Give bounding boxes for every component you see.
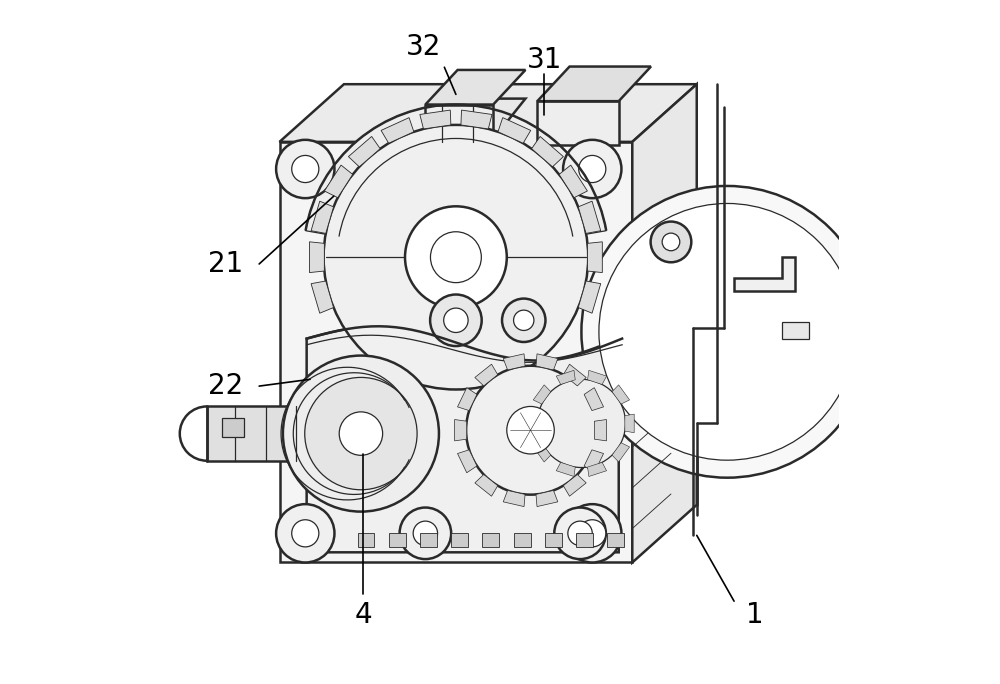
Circle shape	[507, 406, 554, 454]
Polygon shape	[584, 388, 604, 410]
Polygon shape	[222, 419, 244, 437]
Text: 32: 32	[406, 33, 442, 61]
Polygon shape	[207, 406, 361, 461]
Circle shape	[581, 186, 873, 477]
Text: 22: 22	[208, 372, 243, 400]
Polygon shape	[280, 142, 632, 562]
Polygon shape	[503, 354, 525, 370]
Polygon shape	[348, 137, 380, 167]
Polygon shape	[425, 105, 493, 142]
Polygon shape	[578, 281, 601, 313]
Circle shape	[554, 508, 606, 559]
Circle shape	[292, 155, 319, 183]
Circle shape	[283, 356, 439, 512]
Circle shape	[651, 222, 691, 262]
Circle shape	[339, 412, 383, 456]
Polygon shape	[420, 534, 437, 547]
Circle shape	[400, 508, 451, 559]
Polygon shape	[458, 450, 477, 473]
Circle shape	[599, 203, 856, 460]
Polygon shape	[612, 385, 630, 404]
Polygon shape	[537, 101, 619, 145]
Circle shape	[405, 207, 507, 308]
Circle shape	[430, 295, 482, 346]
Circle shape	[444, 308, 468, 332]
Text: 1: 1	[746, 601, 763, 629]
Polygon shape	[161, 3, 839, 681]
Polygon shape	[475, 475, 498, 496]
Circle shape	[579, 520, 606, 547]
Polygon shape	[475, 364, 498, 386]
Polygon shape	[588, 370, 607, 384]
Polygon shape	[536, 490, 558, 507]
Circle shape	[502, 299, 545, 342]
Circle shape	[466, 366, 595, 495]
Circle shape	[563, 504, 621, 562]
Polygon shape	[529, 414, 538, 433]
Polygon shape	[381, 118, 414, 143]
Polygon shape	[420, 110, 451, 129]
Polygon shape	[563, 475, 586, 496]
Circle shape	[430, 232, 481, 282]
Polygon shape	[587, 242, 602, 273]
Polygon shape	[594, 419, 606, 441]
Circle shape	[568, 521, 592, 546]
Polygon shape	[482, 534, 499, 547]
Circle shape	[413, 521, 438, 546]
Polygon shape	[324, 165, 353, 198]
Polygon shape	[782, 321, 809, 339]
Circle shape	[276, 504, 334, 562]
Polygon shape	[625, 414, 634, 433]
Polygon shape	[311, 201, 334, 233]
Polygon shape	[559, 165, 587, 198]
Circle shape	[662, 233, 680, 251]
Polygon shape	[607, 534, 624, 547]
Polygon shape	[358, 534, 374, 547]
Polygon shape	[451, 534, 468, 547]
Polygon shape	[309, 242, 324, 273]
Polygon shape	[584, 450, 604, 473]
Polygon shape	[389, 534, 406, 547]
Circle shape	[579, 155, 606, 183]
Polygon shape	[578, 201, 601, 233]
Polygon shape	[532, 137, 563, 167]
Polygon shape	[612, 443, 630, 462]
Polygon shape	[280, 84, 697, 142]
Polygon shape	[576, 534, 593, 547]
Polygon shape	[461, 110, 492, 129]
Polygon shape	[306, 105, 606, 237]
Polygon shape	[537, 66, 651, 101]
Polygon shape	[545, 534, 562, 547]
Text: 31: 31	[526, 47, 562, 75]
Polygon shape	[533, 443, 551, 462]
Polygon shape	[425, 70, 525, 105]
Polygon shape	[458, 388, 477, 410]
Polygon shape	[588, 462, 607, 477]
Polygon shape	[734, 257, 795, 291]
Circle shape	[324, 125, 588, 389]
Polygon shape	[533, 385, 551, 404]
Circle shape	[514, 310, 534, 330]
Polygon shape	[311, 281, 334, 313]
Polygon shape	[563, 364, 586, 386]
Polygon shape	[514, 534, 531, 547]
Polygon shape	[556, 462, 575, 477]
Circle shape	[276, 140, 334, 198]
Text: 4: 4	[354, 601, 372, 629]
Text: 21: 21	[208, 250, 243, 278]
Polygon shape	[556, 370, 575, 384]
Polygon shape	[498, 118, 531, 143]
Polygon shape	[503, 490, 525, 507]
Circle shape	[537, 380, 626, 467]
Circle shape	[292, 520, 319, 547]
Polygon shape	[455, 419, 467, 441]
Polygon shape	[307, 326, 619, 552]
Circle shape	[563, 140, 621, 198]
Circle shape	[305, 378, 417, 490]
Polygon shape	[425, 98, 525, 139]
Polygon shape	[536, 354, 558, 370]
Polygon shape	[632, 84, 697, 562]
